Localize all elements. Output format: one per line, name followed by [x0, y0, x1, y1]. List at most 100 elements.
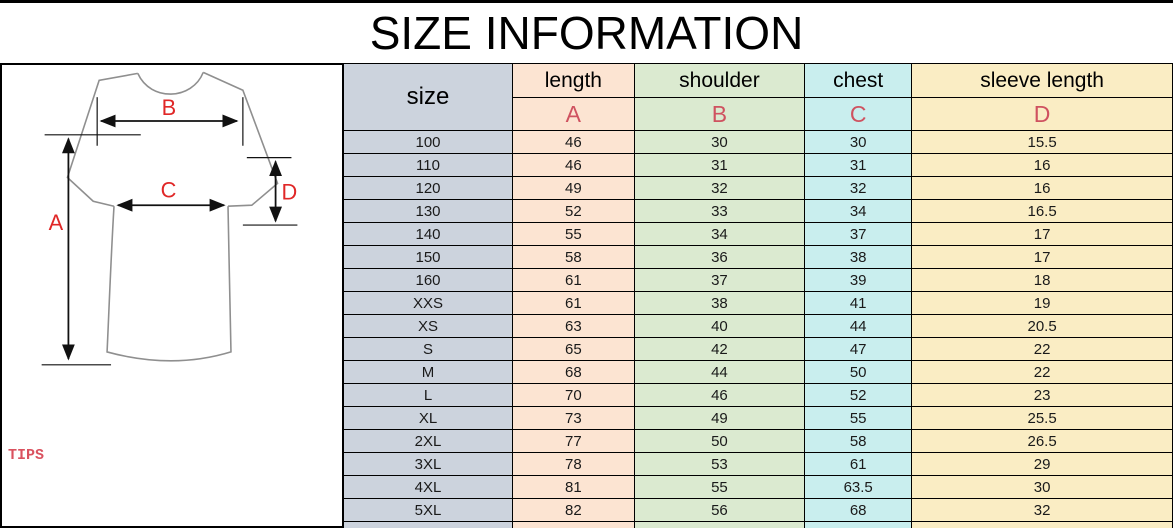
value-cell-shoulder: 36	[633, 245, 806, 269]
size-table: size length shoulder chest sleeve length…	[343, 63, 1173, 528]
value-cell-sleeve-length: 17	[911, 245, 1173, 269]
value-cell-sleeve-length: 32	[911, 498, 1173, 522]
tips-heading: TIPS	[8, 447, 45, 464]
value-cell-length: 52	[512, 199, 635, 223]
size-row-2xl: 2XL 77 50 58 26.5	[343, 429, 1173, 453]
value-cell-chest: 50	[804, 360, 913, 384]
value-cell-sleeve-length: 20.5	[911, 314, 1173, 338]
value-cell-length: 68	[512, 360, 635, 384]
value-cell-length: 82	[512, 498, 635, 522]
page-title: SIZE INFORMATION	[369, 7, 804, 59]
size-table-body: 100 46 30 30 15.5 110 46 31 31 16 120 49 32 32 16 130 52…	[343, 130, 1173, 528]
value-cell-shoulder: 56	[633, 498, 806, 522]
size-cell: 140	[343, 222, 513, 246]
value-cell-shoulder: 58	[633, 521, 806, 528]
size-cell: 150	[343, 245, 513, 269]
value-cell-chest: 39	[804, 268, 913, 292]
value-cell-chest: 41	[804, 291, 913, 315]
value-cell-shoulder: 50	[633, 429, 806, 453]
size-row-5xl: 5XL 82 56 68 32	[343, 498, 1173, 522]
value-cell-length: 65	[512, 337, 635, 361]
value-cell-length: 58	[512, 245, 635, 269]
letter-header-c: C	[804, 97, 913, 131]
value-cell-length: 46	[512, 153, 635, 177]
column-header-sleeve-length: sleeve length	[911, 63, 1173, 98]
size-row-120: 120 49 32 32 16	[343, 176, 1173, 200]
value-cell-chest: 69.5	[804, 521, 913, 528]
value-cell-chest: 32	[804, 176, 913, 200]
size-cell: XL	[343, 406, 513, 430]
value-cell-chest: 44	[804, 314, 913, 338]
value-cell-shoulder: 31	[633, 153, 806, 177]
value-cell-sleeve-length: 22	[911, 337, 1173, 361]
diagram-label-a: A	[49, 210, 64, 235]
column-header-length: length	[512, 63, 635, 98]
value-cell-shoulder: 32	[633, 176, 806, 200]
value-cell-shoulder: 55	[633, 475, 806, 499]
value-cell-shoulder: 53	[633, 452, 806, 476]
value-cell-shoulder: 33	[633, 199, 806, 223]
size-row-m: M 68 44 50 22	[343, 360, 1173, 384]
title-band: SIZE INFORMATION	[0, 3, 1173, 63]
size-row-4xl: 4XL 81 55 63.5 30	[343, 475, 1173, 499]
value-cell-chest: 30	[804, 130, 913, 154]
size-row-160: 160 61 37 39 18	[343, 268, 1173, 292]
size-row-l: L 70 46 52 23	[343, 383, 1173, 407]
value-cell-sleeve-length: 15.5	[911, 130, 1173, 154]
size-cell: 4XL	[343, 475, 513, 499]
size-column-header: size	[343, 63, 513, 131]
value-cell-chest: 52	[804, 383, 913, 407]
size-cell: 120	[343, 176, 513, 200]
value-cell-length: 73	[512, 406, 635, 430]
value-cell-sleeve-length: 33.5	[911, 521, 1173, 528]
size-cell: 100	[343, 130, 513, 154]
value-cell-chest: 58	[804, 429, 913, 453]
value-cell-sleeve-length: 16.5	[911, 199, 1173, 223]
size-row-xs: XS 63 40 44 20.5	[343, 314, 1173, 338]
value-cell-sleeve-length: 16	[911, 153, 1173, 177]
value-cell-shoulder: 30	[633, 130, 806, 154]
value-cell-length: 78	[512, 452, 635, 476]
value-cell-shoulder: 37	[633, 268, 806, 292]
size-cell: 130	[343, 199, 513, 223]
value-cell-length: 63	[512, 314, 635, 338]
size-cell: L	[343, 383, 513, 407]
value-cell-shoulder: 49	[633, 406, 806, 430]
value-cell-chest: 63.5	[804, 475, 913, 499]
value-cell-sleeve-length: 22	[911, 360, 1173, 384]
tips-block: TIPS 1.This size is Manually measured, t…	[2, 395, 342, 526]
value-cell-chest: 34	[804, 199, 913, 223]
tshirt-measurement-diagram: A B C D	[41, 71, 298, 366]
value-cell-length: 81	[512, 475, 635, 499]
value-cell-sleeve-length: 19	[911, 291, 1173, 315]
value-cell-sleeve-length: 17	[911, 222, 1173, 246]
value-cell-length: 86	[512, 521, 635, 528]
value-cell-chest: 61	[804, 452, 913, 476]
size-table-header: size length shoulder chest sleeve length…	[343, 63, 1173, 131]
size-row-150: 150 58 36 38 17	[343, 245, 1173, 269]
size-cell: 2XL	[343, 429, 513, 453]
column-header-shoulder: shoulder	[633, 63, 806, 98]
size-cell: 160	[343, 268, 513, 292]
value-cell-chest: 55	[804, 406, 913, 430]
diagram-label-c: C	[161, 177, 177, 202]
value-cell-length: 70	[512, 383, 635, 407]
size-cell: 110	[343, 153, 513, 177]
size-row-130: 130 52 33 34 16.5	[343, 199, 1173, 223]
size-cell: XXS	[343, 291, 513, 315]
size-cell: S	[343, 337, 513, 361]
column-header-chest: chest	[804, 63, 913, 98]
size-cell: M	[343, 360, 513, 384]
value-cell-chest: 47	[804, 337, 913, 361]
diagram-label-b: B	[162, 95, 177, 120]
value-cell-length: 55	[512, 222, 635, 246]
value-cell-chest: 38	[804, 245, 913, 269]
value-cell-length: 61	[512, 268, 635, 292]
value-cell-shoulder: 34	[633, 222, 806, 246]
value-cell-sleeve-length: 18	[911, 268, 1173, 292]
letter-header-b: B	[633, 97, 806, 131]
value-cell-length: 77	[512, 429, 635, 453]
diagram-label-d: D	[282, 179, 298, 204]
value-cell-length: 46	[512, 130, 635, 154]
